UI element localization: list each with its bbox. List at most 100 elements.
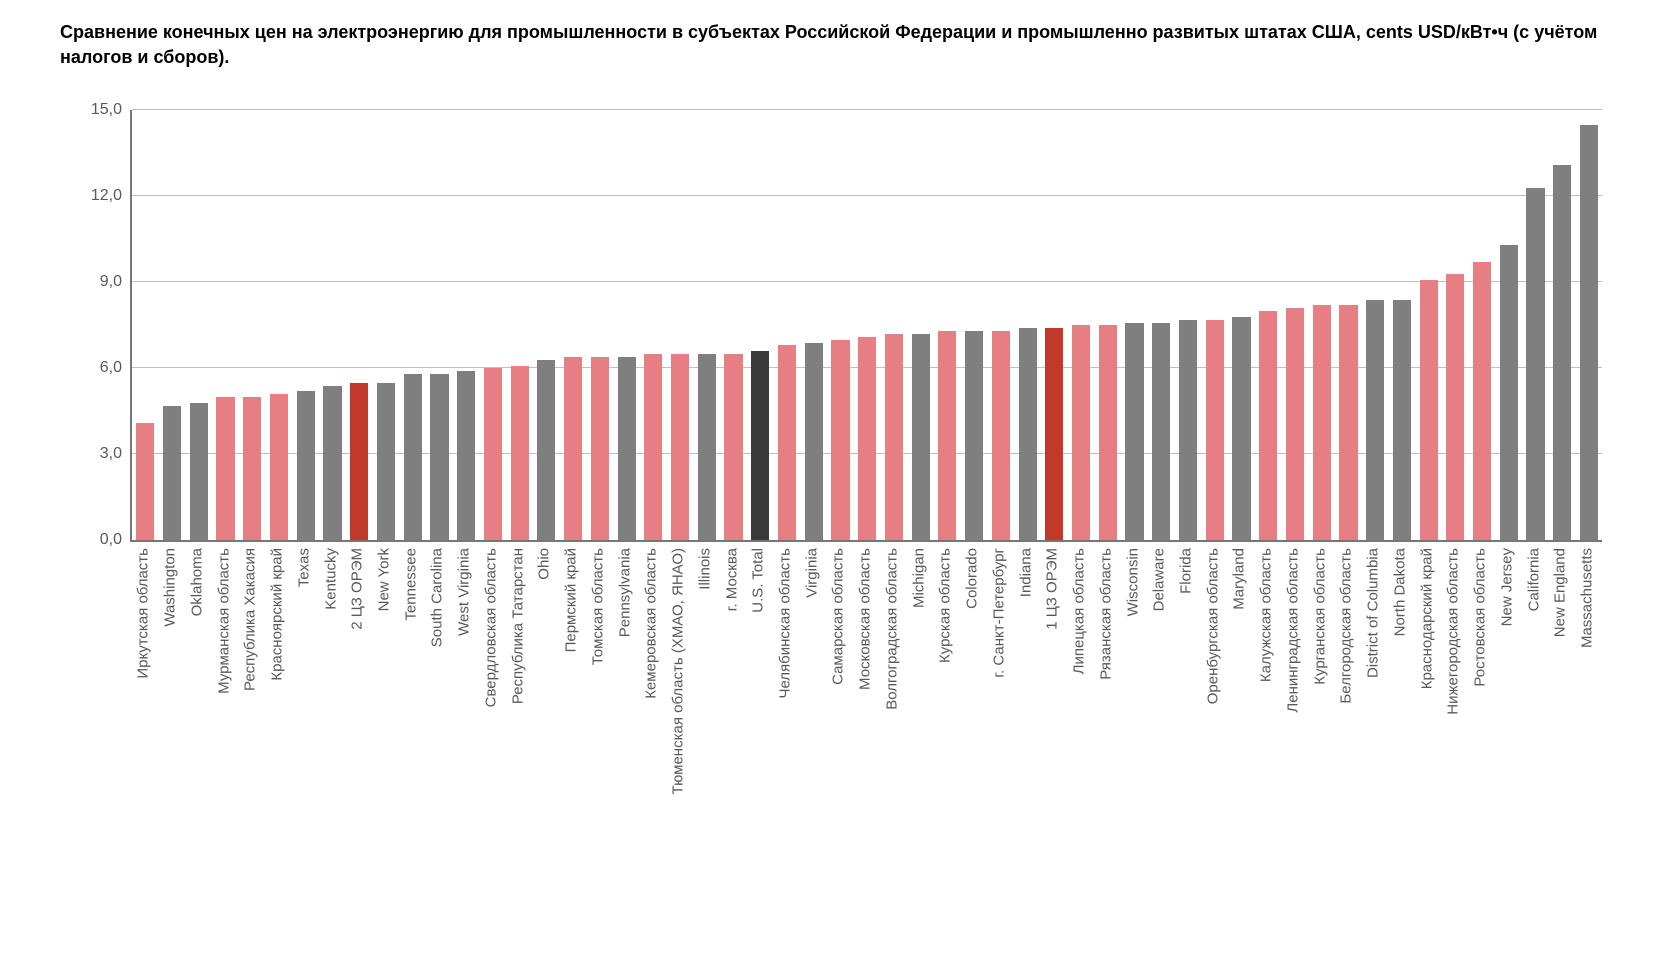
x-axis-label: Нижегородская область [1445,548,1462,715]
bar [831,340,849,541]
bar-slot [907,110,934,540]
bar [377,383,395,541]
bar [618,357,636,540]
x-axis-label: 1 ЦЗ ОРЭМ [1044,548,1061,630]
x-axis-label: South Carolina [429,548,446,647]
bar [805,343,823,541]
bar [1019,328,1037,540]
bar-slot [159,110,186,540]
x-axis-label: 2 ЦЗ ОРЭМ [349,548,366,630]
bar-slot [693,110,720,540]
bar [564,357,582,540]
bar-slot [533,110,560,540]
y-tick-label: 6,0 [62,359,122,377]
bar-slot [774,110,801,540]
bar-slot [586,110,613,540]
bar-slot [1094,110,1121,540]
plot-area [130,110,1602,542]
x-axis-label: Ленинградская область [1284,548,1301,713]
x-axis-label: North Dakota [1391,548,1408,636]
bar [457,371,475,540]
x-axis-label: New England [1552,548,1569,637]
bar [511,366,529,541]
bar-slot [667,110,694,540]
bar [671,354,689,540]
bar [1072,325,1090,540]
x-axis-label: Ростовская область [1472,548,1489,687]
x-axis-label: Massachusetts [1579,548,1596,648]
bar-slot [1228,110,1255,540]
y-tick-label: 9,0 [62,273,122,291]
bar-slot [827,110,854,540]
bar-slot [239,110,266,540]
bars-group [132,110,1602,540]
bar [1099,325,1117,540]
chart-container: 0,03,06,09,012,015,0 Иркутская областьWa… [60,110,1600,930]
bar-slot [560,110,587,540]
x-axis-label: Кемеровская область [643,548,660,699]
bar-slot [453,110,480,540]
bar-slot [1495,110,1522,540]
x-axis-label: Indiana [1017,548,1034,597]
x-axis-label: District of Columbia [1365,548,1382,678]
bar [724,354,742,540]
bar [858,337,876,541]
bar [430,374,448,540]
bar-slot [346,110,373,540]
y-tick-label: 12,0 [62,187,122,205]
bar [537,360,555,541]
bar [1232,317,1250,541]
bar-slot [1255,110,1282,540]
bar-slot [1389,110,1416,540]
bar [778,345,796,540]
bar-slot [1415,110,1442,540]
bar [992,331,1010,540]
bar-slot [373,110,400,540]
bar [1553,165,1571,541]
bar [1179,320,1197,541]
bar-slot [1469,110,1496,540]
x-axis-label: Тюменская область (ХМАО, ЯНАО) [670,548,687,794]
bar-slot [1308,110,1335,540]
y-tick-label: 15,0 [62,101,122,119]
x-axis-label: Красноярский край [269,548,286,681]
bar-slot [426,110,453,540]
bar-slot [1148,110,1175,540]
bar-slot [640,110,667,540]
bar-slot [1282,110,1309,540]
x-axis-label: Калужская область [1258,548,1275,682]
y-tick-label: 0,0 [62,531,122,549]
x-axis-label: г. Москва [723,548,740,611]
bar [243,397,261,540]
y-tick-label: 3,0 [62,445,122,463]
bar [1125,323,1143,541]
x-axis-label: Texas [295,548,312,587]
bar [1286,308,1304,540]
bar-slot [854,110,881,540]
bar-slot [212,110,239,540]
x-axis-label: Maryland [1231,548,1248,610]
bar [1045,328,1063,540]
bar [591,357,609,540]
bar [216,397,234,540]
x-axis-label: Челябинская область [776,548,793,699]
bar [1446,274,1464,541]
bar [965,331,983,540]
x-axis-label: Краснодарский край [1418,548,1435,689]
bar [912,334,930,540]
bar-slot [720,110,747,540]
x-axis-label: Ohio [536,548,553,580]
x-axis-label: Иркутская область [135,548,152,679]
x-axis-label: Свердловская область [482,548,499,707]
x-axis-label: Республика Хакасия [242,548,259,691]
x-axis-label: Мурманская область [215,548,232,694]
x-axis-label: Wisconsin [1124,548,1141,616]
bar-slot [934,110,961,540]
bar [1580,125,1598,541]
x-axis-label: New Jersey [1498,548,1515,626]
x-axis-label: Курганская область [1311,548,1328,685]
bar-slot [1121,110,1148,540]
bar-slot [747,110,774,540]
bar [1473,262,1491,540]
bar [484,368,502,540]
